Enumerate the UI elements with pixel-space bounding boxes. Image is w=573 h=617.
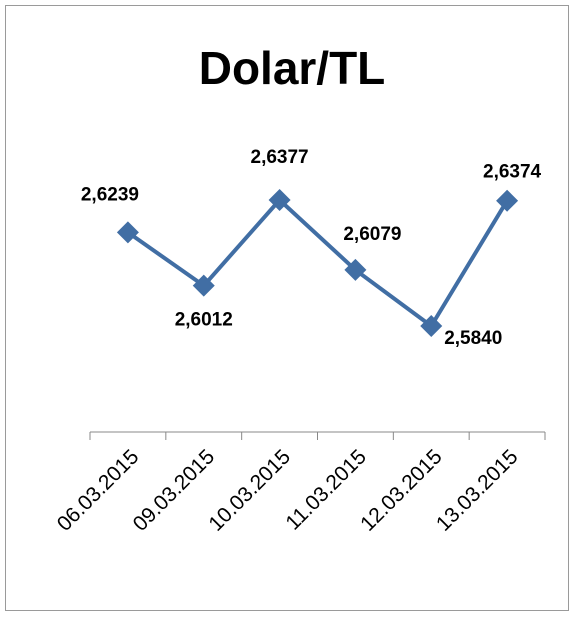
marker — [420, 315, 443, 337]
data-label: 2,6239 — [81, 184, 139, 205]
series-line — [126, 198, 509, 328]
marker — [116, 221, 139, 244]
chart-frame — [5, 5, 569, 611]
marker — [496, 189, 519, 212]
marker — [344, 258, 367, 281]
data-label: 2,5840 — [444, 328, 502, 349]
data-label: 2,6374 — [483, 162, 542, 183]
marker — [192, 274, 215, 297]
data-label: 2,6079 — [343, 224, 401, 245]
chart-title: Dolar/TL — [199, 42, 386, 94]
data-label: 2,6377 — [251, 147, 309, 168]
marker — [268, 189, 291, 211]
data-label: 2,6012 — [175, 310, 233, 331]
